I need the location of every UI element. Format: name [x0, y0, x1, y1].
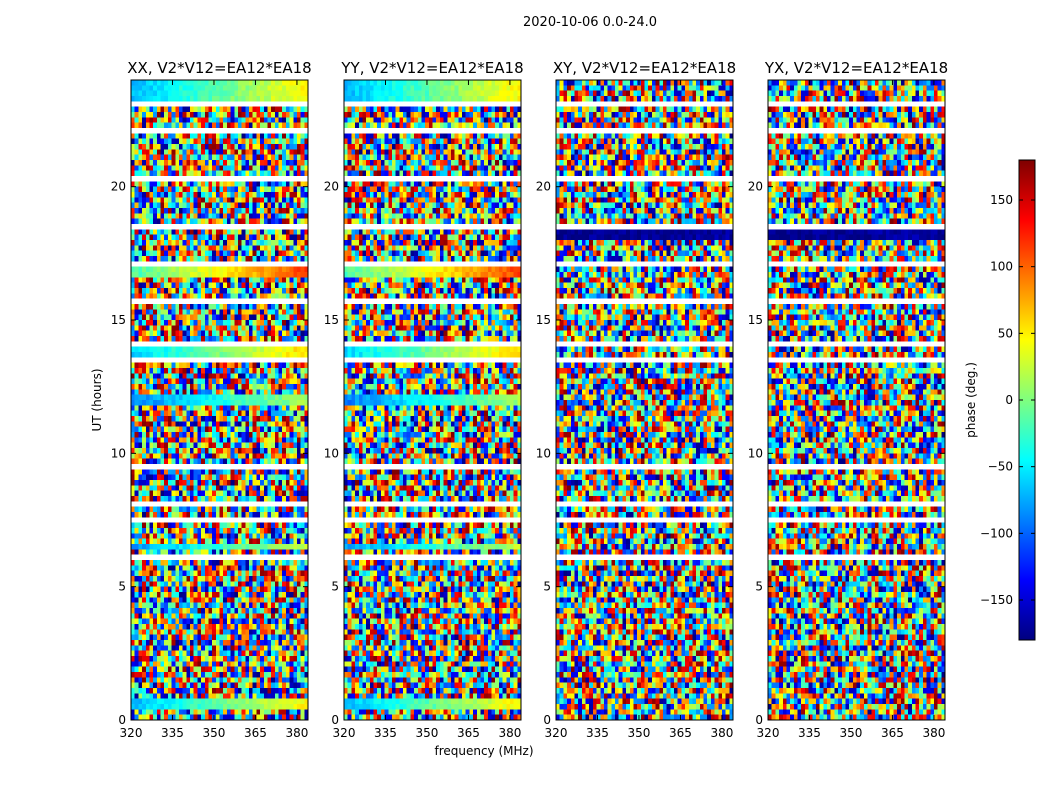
y-tick-label: 15	[748, 313, 763, 327]
y-tick-label: 10	[324, 446, 339, 460]
y-tick-label: 0	[543, 713, 551, 727]
panel-1: YY, V2*V12=EA12*EA18 320 335 350 365 380 0 5 10 1…	[324, 59, 524, 740]
y-tick-label: 10	[748, 446, 763, 460]
x-tick-label: 380	[285, 726, 308, 740]
panel-2: XY, V2*V12=EA12*EA18 320 335 350 365 380 0 5 10 1…	[536, 59, 736, 740]
colorbar-tick-label: 0	[1005, 393, 1013, 407]
colorbar: 150 100 50 0 −50 −100 −150 phase (deg.)	[964, 159, 1036, 641]
x-tick-label: 365	[881, 726, 904, 740]
colorbar-ticks: 150 100 50 0 −50 −100 −150	[980, 193, 1035, 607]
phase-heatmap	[344, 80, 521, 720]
figure-title: 2020-10-06 0.0-24.0	[523, 15, 657, 30]
colorbar-label: phase (deg.)	[964, 362, 978, 438]
x-axis-label: frequency (MHz)	[434, 744, 533, 758]
y-tick-label: 10	[111, 446, 126, 460]
panel-3: YX, V2*V12=EA12*EA18 320 335 350 365 380 0 5 10 1…	[748, 59, 948, 740]
x-tick-label: 320	[757, 726, 780, 740]
panels-group: XX, V2*V12=EA12*EA18 320 335 350 365 380 0 5 10 1…	[111, 59, 948, 740]
panel-title: XX, V2*V12=EA12*EA18	[127, 59, 311, 77]
phase-heatmap	[768, 80, 945, 720]
y-tick-label: 5	[543, 580, 551, 594]
y-tick-label: 5	[755, 580, 763, 594]
x-tick-label: 365	[244, 726, 267, 740]
x-tick-label: 320	[333, 726, 356, 740]
x-tick-label: 380	[498, 726, 521, 740]
phase-heatmap	[556, 80, 733, 720]
x-tick-label: 320	[545, 726, 568, 740]
x-tick-label: 350	[840, 726, 863, 740]
x-tick-label: 350	[628, 726, 651, 740]
x-tick-label: 380	[710, 726, 733, 740]
y-tick-label: 15	[536, 313, 551, 327]
x-tick-label: 335	[161, 726, 184, 740]
x-tick-label: 335	[374, 726, 397, 740]
x-tick-label: 350	[203, 726, 226, 740]
colorbar-tick-label: −150	[980, 593, 1013, 607]
axes-frame	[767, 79, 946, 721]
colorbar-tick-label: −100	[980, 526, 1013, 540]
panel-title: YY, V2*V12=EA12*EA18	[340, 59, 523, 77]
axes-frame	[555, 79, 734, 721]
y-tick-label: 20	[324, 180, 339, 194]
panel-0: XX, V2*V12=EA12*EA18 320 335 350 365 380 0 5 10 1…	[111, 59, 312, 740]
y-tick-label: 0	[118, 713, 126, 727]
x-tick-label: 380	[922, 726, 945, 740]
axes-frame	[343, 79, 522, 721]
y-tick-label: 5	[331, 580, 339, 594]
y-tick-label: 20	[111, 180, 126, 194]
colorbar-tick-label: 50	[998, 326, 1013, 340]
x-tick-label: 365	[669, 726, 692, 740]
colorbar-tick-label: 100	[990, 260, 1013, 274]
colorbar-tick-label: −50	[988, 460, 1013, 474]
colorbar-tick-label: 150	[990, 193, 1013, 207]
x-tick-label: 335	[586, 726, 609, 740]
y-tick-label: 0	[331, 713, 339, 727]
y-tick-label: 20	[748, 180, 763, 194]
axes-frame	[130, 79, 309, 721]
x-tick-label: 350	[416, 726, 439, 740]
y-axis-label: UT (hours)	[90, 368, 104, 431]
panel-title: YX, V2*V12=EA12*EA18	[764, 59, 948, 77]
panel-title: XY, V2*V12=EA12*EA18	[553, 59, 736, 77]
y-tick-label: 15	[324, 313, 339, 327]
y-tick-label: 0	[755, 713, 763, 727]
x-tick-label: 365	[457, 726, 480, 740]
y-tick-label: 10	[536, 446, 551, 460]
y-tick-label: 15	[111, 313, 126, 327]
y-tick-label: 5	[118, 580, 126, 594]
phase-heatmap	[131, 80, 308, 720]
x-tick-label: 335	[798, 726, 821, 740]
y-tick-label: 20	[536, 180, 551, 194]
x-tick-label: 320	[120, 726, 143, 740]
